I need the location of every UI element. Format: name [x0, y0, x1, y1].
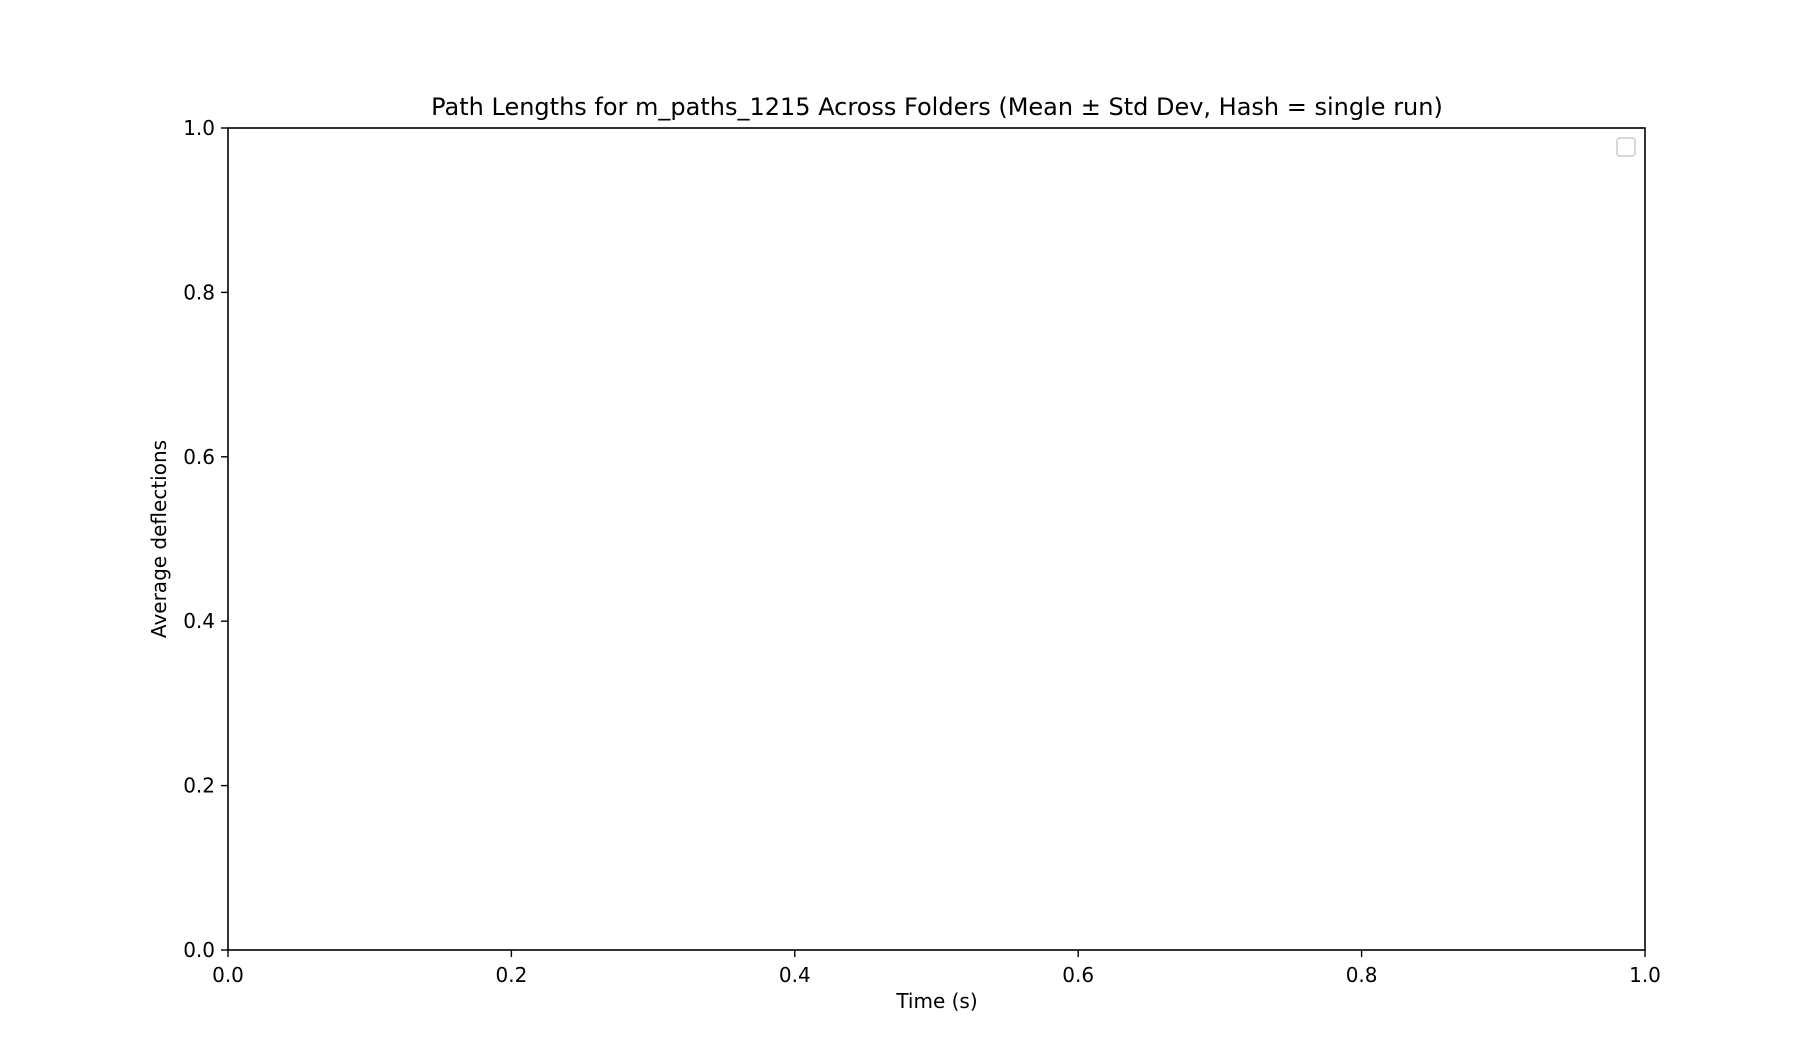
x-tick-label: 0.6: [1062, 963, 1094, 987]
y-tick-label: 0.8: [183, 280, 215, 304]
x-axis-ticks: 0.0 0.2 0.4 0.6 0.8 1.0: [212, 950, 1661, 987]
x-tick-label: 1.0: [1629, 963, 1661, 987]
y-tick-label: 0.0: [183, 938, 215, 962]
axes-frame: [227, 127, 1646, 951]
y-tick-label: 0.6: [183, 445, 215, 469]
x-axis-label: Time (s): [895, 989, 977, 1013]
y-tick-label: 0.2: [183, 774, 215, 798]
plot-background: [228, 128, 1645, 950]
x-tick-label: 0.0: [212, 963, 244, 987]
y-tick-label: 1.0: [183, 116, 215, 140]
legend-box: [1616, 137, 1636, 157]
x-tick-label: 0.8: [1346, 963, 1378, 987]
x-tick-label: 0.2: [495, 963, 527, 987]
chart-title: Path Lengths for m_paths_1215 Across Fol…: [431, 93, 1443, 121]
legend: [1616, 137, 1636, 157]
y-tick-label: 0.4: [183, 609, 215, 633]
x-tick-label: 0.4: [779, 963, 811, 987]
y-axis-label: Average deflections: [147, 440, 171, 638]
plot-area: [227, 127, 1646, 951]
y-axis-ticks: 0.0 0.2 0.4 0.6 0.8 1.0: [183, 116, 228, 962]
